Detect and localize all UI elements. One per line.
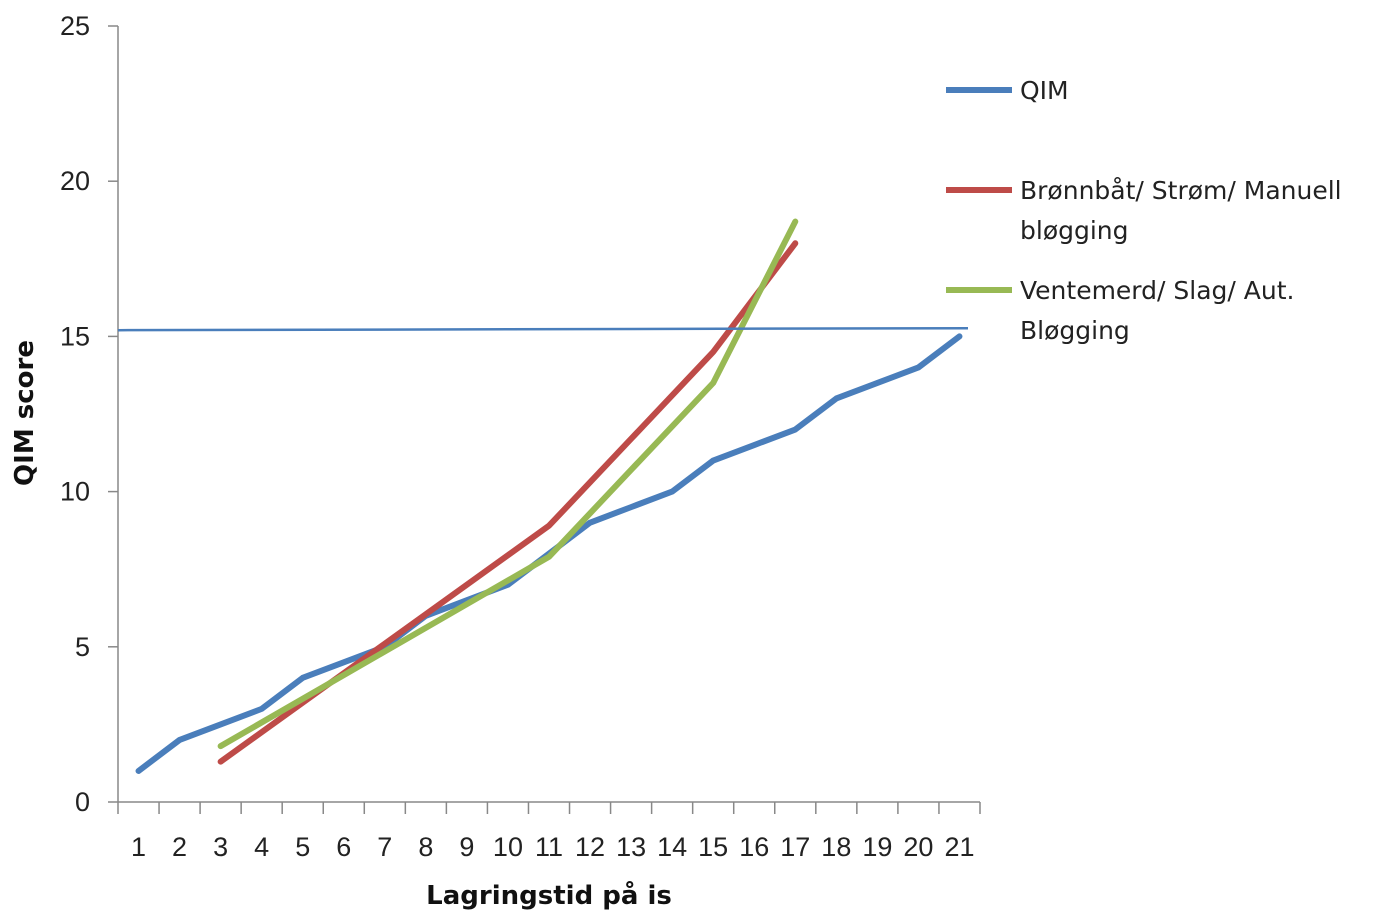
legend: QIM Brønnbåt/ Strøm/ Manuell bløgging Vente… bbox=[946, 76, 1342, 345]
x-tick-label: 13 bbox=[616, 832, 646, 862]
series-layer bbox=[135, 218, 963, 774]
x-tick-label: 21 bbox=[944, 832, 974, 862]
y-tick-label: 25 bbox=[60, 11, 90, 41]
x-ticks: 1 2 3 4 5 6 7 8 9 10 11 12 13 14 15 16 17 18 19 20 21 bbox=[117, 802, 981, 862]
x-tick-label: 9 bbox=[459, 832, 474, 862]
x-tick-label: 12 bbox=[575, 832, 605, 862]
x-tick-label: 6 bbox=[336, 832, 351, 862]
y-tick-label: 5 bbox=[75, 632, 90, 662]
x-tick-label: 11 bbox=[535, 832, 563, 862]
x-tick-label: 19 bbox=[862, 832, 892, 862]
x-axis-title: Lagringstid på is bbox=[426, 879, 672, 911]
x-tick-label: 4 bbox=[254, 832, 269, 862]
x-tick-label: 10 bbox=[493, 832, 523, 862]
legend-label: Ventemerd/ Slag/ Aut. bbox=[1020, 276, 1294, 305]
y-tick-label: 20 bbox=[60, 166, 90, 196]
legend-label: QIM bbox=[1020, 76, 1069, 105]
x-tick-label: 3 bbox=[213, 832, 228, 862]
y-tick-label: 10 bbox=[60, 477, 90, 507]
x-tick-label: 20 bbox=[903, 832, 933, 862]
x-tick-label: 14 bbox=[657, 832, 687, 862]
x-tick-label: 15 bbox=[698, 832, 728, 862]
y-tick-label: 15 bbox=[60, 321, 90, 351]
x-tick-label: 7 bbox=[377, 832, 392, 862]
reference-line bbox=[117, 326, 969, 332]
x-tick-label: 1 bbox=[131, 832, 146, 862]
y-ticks: 0 5 10 15 20 25 bbox=[60, 11, 118, 817]
y-axis-title: QIM score bbox=[10, 340, 40, 486]
series-line-3 bbox=[217, 218, 799, 750]
series-line-2 bbox=[217, 240, 799, 765]
x-tick-label: 5 bbox=[295, 832, 310, 862]
x-tick-label: 18 bbox=[821, 832, 851, 862]
legend-label: Bløgging bbox=[1020, 316, 1130, 345]
x-tick-label: 8 bbox=[418, 832, 433, 862]
y-tick-label: 0 bbox=[75, 787, 90, 817]
x-tick-label: 17 bbox=[780, 832, 810, 862]
legend-label: Brønnbåt/ Strøm/ Manuell bbox=[1020, 176, 1342, 205]
x-tick-label: 16 bbox=[739, 832, 769, 862]
legend-label: bløgging bbox=[1020, 216, 1129, 245]
x-tick-label: 2 bbox=[172, 832, 187, 862]
